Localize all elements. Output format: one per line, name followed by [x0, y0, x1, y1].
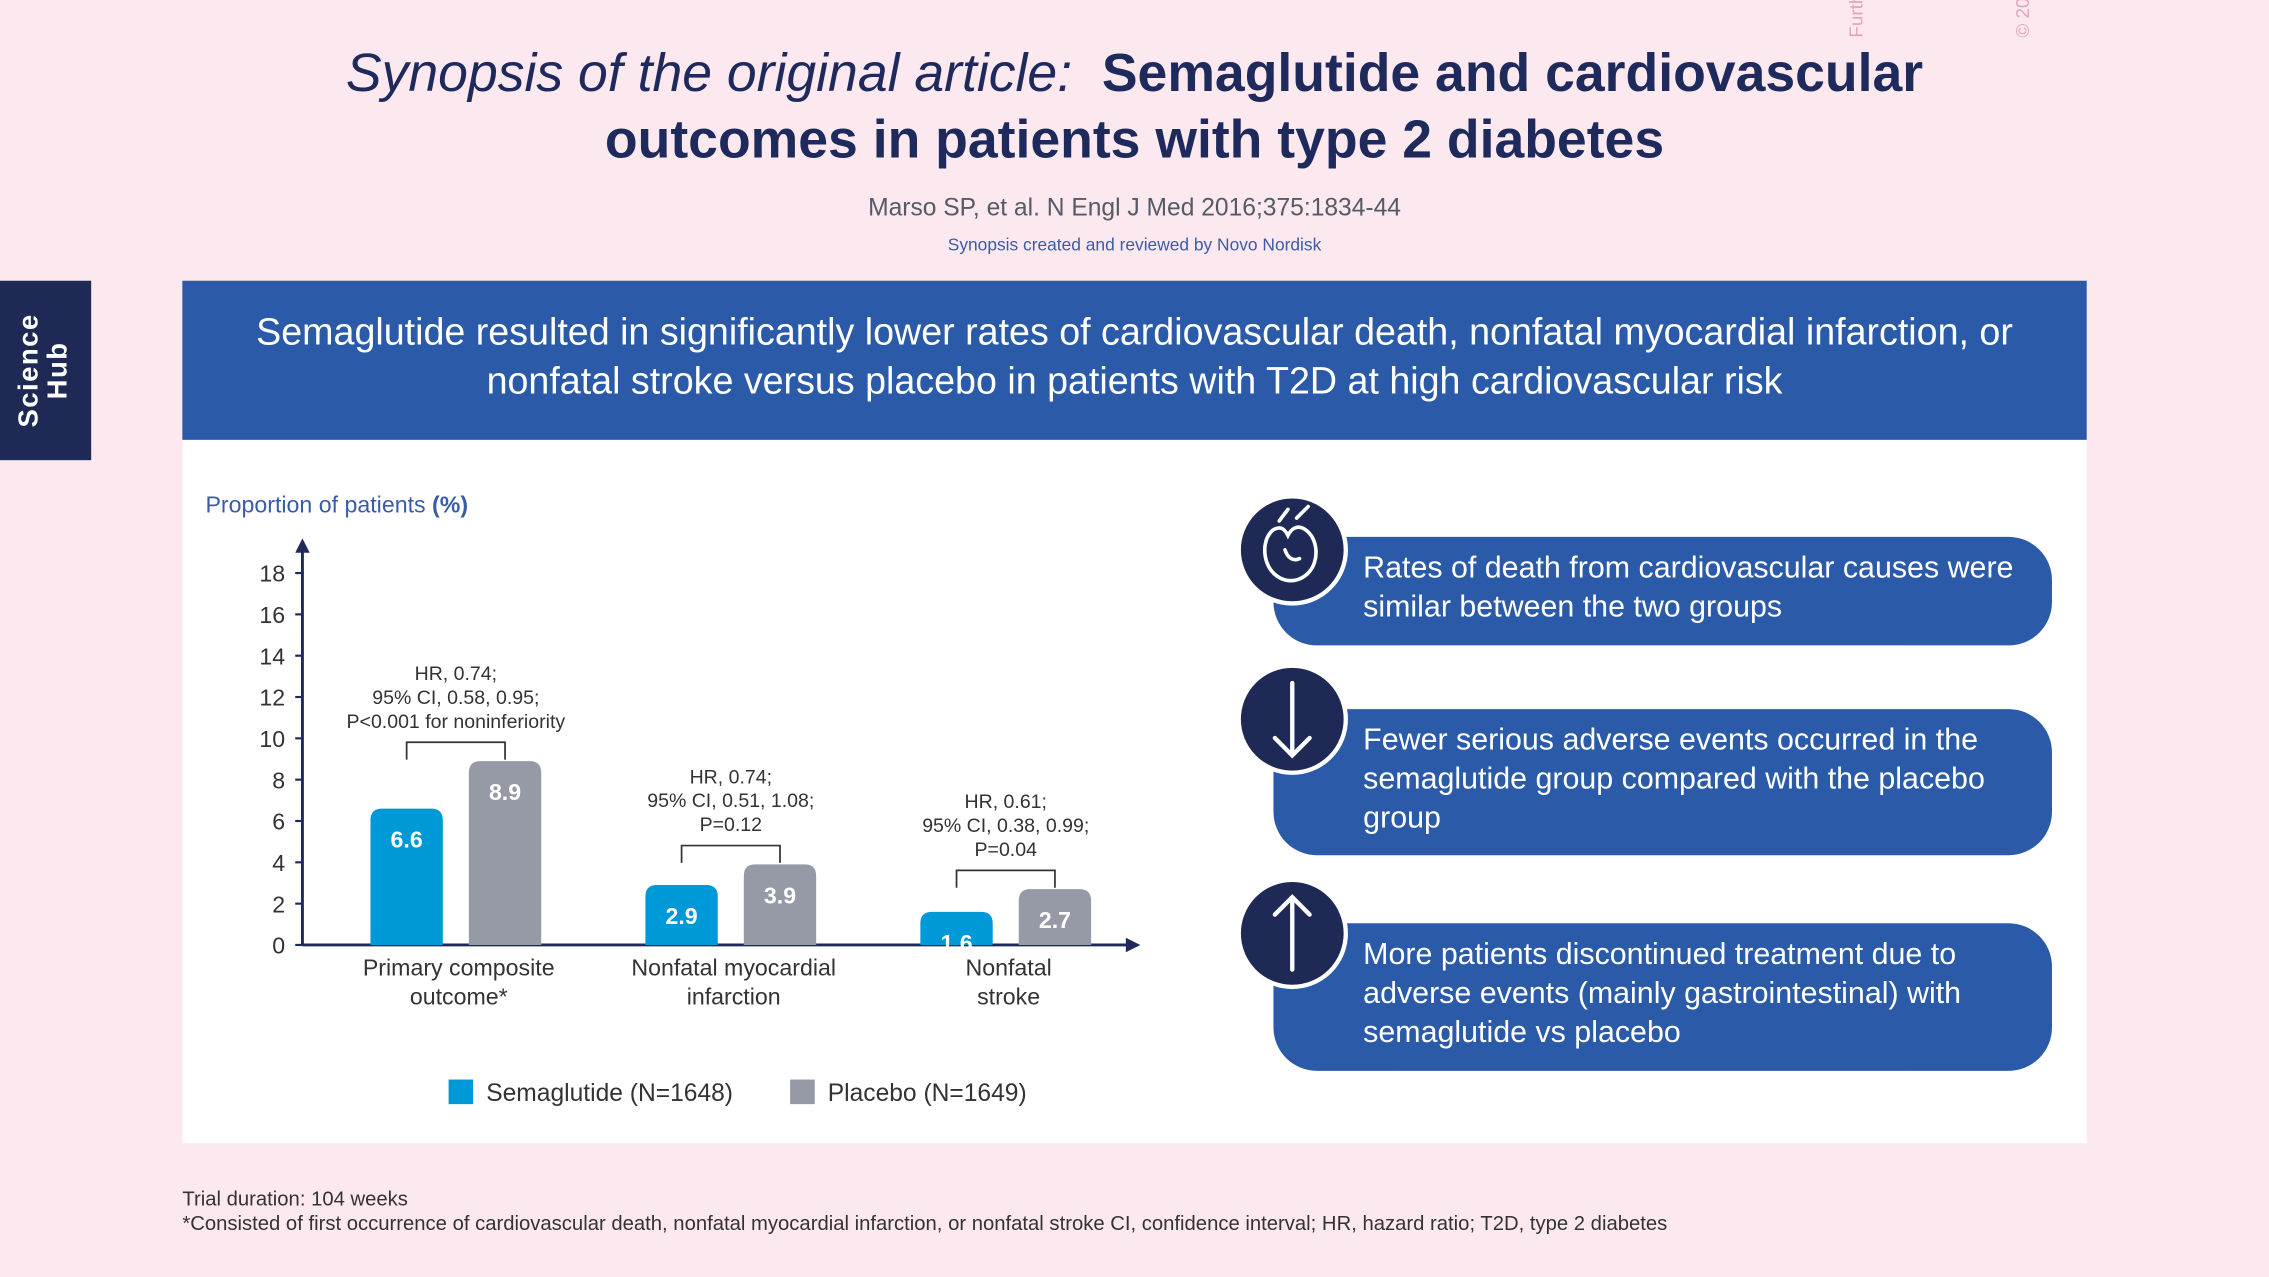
bar — [1018, 889, 1092, 945]
y-tick-label: 4 — [272, 850, 285, 876]
bar — [645, 885, 718, 945]
icon-circle — [1236, 494, 1348, 606]
bar — [370, 808, 443, 945]
footnote: *Consisted of first occurrence of cardio… — [182, 1211, 1668, 1235]
bracket — [955, 869, 1056, 888]
legend-swatch — [448, 1079, 474, 1105]
annotation: 95% CI, 0.58, 0.95; — [372, 687, 539, 709]
y-tick-label: 14 — [259, 643, 285, 669]
value-label: 1.6 — [940, 930, 972, 956]
y-tick-label: 18 — [259, 561, 285, 587]
annotation: 95% CI, 0.38, 0.99; — [922, 815, 1089, 837]
x-tick-label: Primary composite outcome* — [362, 956, 555, 1011]
legend-swatch — [790, 1079, 815, 1105]
icon-heart — [1262, 504, 1318, 583]
y-tick-label: 16 — [259, 602, 285, 628]
y-tick-label: 2 — [272, 891, 285, 917]
y-tick-label: 6 — [272, 809, 285, 835]
x-axis-arrow — [1125, 937, 1141, 953]
legend-label: Placebo (N=1649) — [828, 1080, 1027, 1107]
y-tick-label: 12 — [259, 685, 285, 711]
banner: Semaglutide resulted in significantly lo… — [182, 280, 2087, 440]
icon-up-arrow — [1272, 894, 1312, 972]
finding: More patients discontinued treatment due… — [1273, 923, 2052, 1071]
value-label: 2.7 — [1039, 907, 1071, 933]
credit: Synopsis created and reviewed by Novo No… — [947, 234, 1322, 255]
annotation: P=0.12 — [700, 814, 762, 836]
annotation: HR, 0.74; — [415, 663, 497, 685]
y-tick-label: 0 — [272, 933, 285, 959]
legend-label: Semaglutide (N=1648) — [486, 1080, 733, 1107]
bar — [468, 761, 542, 945]
annotation: P=0.04 — [975, 839, 1038, 861]
title: Synopsis of the original article: Semagl… — [266, 41, 2003, 174]
annotation: HR, 0.61; — [965, 791, 1047, 813]
y-axis-label: Proportion of patients (%) — [205, 493, 468, 519]
value-label: 3.9 — [764, 882, 796, 908]
bar — [920, 911, 993, 945]
value-label: 2.9 — [665, 903, 697, 929]
citation: Marso SP, et al. N Engl J Med 2016;375:1… — [868, 193, 1401, 222]
y-label-unit: (%) — [432, 493, 469, 519]
title-bold: Semaglutide and cardiovascular outcomes … — [604, 43, 1924, 170]
bracket — [405, 741, 506, 760]
annotation: 95% CI, 0.51, 1.08; — [647, 790, 814, 812]
bracket — [680, 844, 781, 863]
bar — [743, 864, 817, 945]
finding-icons — [1236, 494, 1348, 990]
y-tick-label: 8 — [272, 767, 285, 793]
y-axis-arrow — [295, 538, 310, 553]
y-tick-label: 10 — [259, 726, 285, 752]
x-tick-label: Nonfatal stroke — [965, 956, 1052, 1011]
icon-down-arrow — [1272, 680, 1312, 759]
y-label-text: Proportion of patients — [205, 493, 426, 519]
annotation: P<0.001 for noninferiority — [347, 711, 566, 733]
footnote: Trial duration: 104 weeks — [182, 1186, 408, 1210]
side-tab[interactable]: Science Hub — [0, 280, 92, 461]
title-italic: Synopsis of the original article: — [345, 43, 1073, 103]
finding: Rates of death from cardiovascular cause… — [1273, 536, 2052, 646]
value-label: 6.6 — [391, 827, 423, 853]
finding: Fewer serious adverse events occurred in… — [1273, 709, 2052, 856]
value-label: 8.9 — [489, 779, 521, 805]
x-tick-label: Nonfatal myocardial infarction — [631, 956, 836, 1011]
annotation: HR, 0.74; — [690, 766, 772, 788]
